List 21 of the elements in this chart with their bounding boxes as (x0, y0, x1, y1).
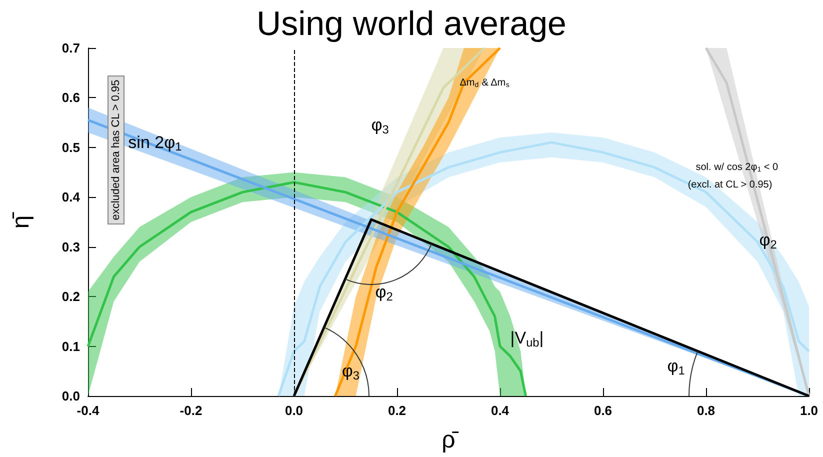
y-tick-label: 0.0 (62, 388, 80, 404)
y-tick-label: 0.1 (62, 338, 80, 354)
x-tick-label: -0.2 (180, 403, 202, 418)
y-tick-label: 0.3 (62, 239, 80, 254)
annotation: (excl. at CL > 0.95) (688, 180, 772, 190)
chart-title: Using world average (256, 5, 566, 43)
y-tick-label: 0.2 (62, 289, 80, 304)
y-tick-label: 0.4 (62, 190, 81, 205)
x-tick-label: 0.8 (696, 403, 716, 418)
y-axis-title: η̄ (8, 211, 34, 229)
x-tick-label: 0.4 (490, 403, 510, 418)
annotation: excluded area has CL > 0.95 (110, 80, 122, 220)
x-tick-label: -0.4 (76, 403, 100, 418)
y-tick-label: 0.7 (62, 40, 80, 56)
x-axis-title: ρ̄ (442, 426, 460, 454)
x-tick-label: 1.0 (800, 403, 818, 418)
y-tick-label: 0.5 (62, 140, 80, 155)
x-tick-label: 0.0 (284, 403, 304, 418)
x-tick-label: 0.6 (594, 403, 612, 418)
x-tick-label: 0.2 (388, 403, 406, 418)
y-tick-label: 0.6 (62, 90, 80, 106)
